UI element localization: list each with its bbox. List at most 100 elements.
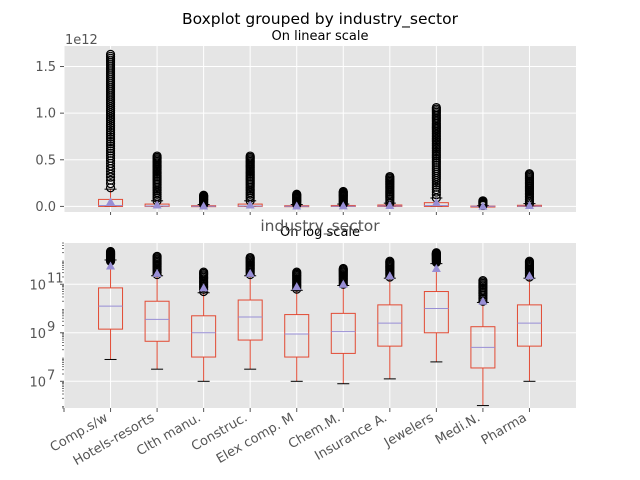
log-box <box>237 299 263 341</box>
log-box-group <box>98 246 124 360</box>
log-outlier <box>338 263 348 274</box>
linear-mean-marker <box>478 201 488 210</box>
log-gridlines <box>63 243 576 408</box>
linear-box-group <box>98 49 124 207</box>
linear-outlier <box>338 186 348 197</box>
log-y-tick-exponent: 11 <box>47 271 64 286</box>
log-mean-marker <box>245 268 255 277</box>
log-outlier <box>431 248 441 258</box>
log-outlier <box>478 276 488 286</box>
linear-mean-marker <box>524 200 534 209</box>
linear-outlier <box>105 134 116 144</box>
log-mean-marker <box>292 282 302 291</box>
log-box <box>98 287 124 330</box>
log-box-group <box>470 276 496 407</box>
log-box <box>377 304 403 347</box>
linear-outlier <box>105 49 116 59</box>
log-y-tick-exponent: 7 <box>47 368 55 383</box>
log-subplot-title: On log scale <box>280 225 360 240</box>
linear-y-tick-label: 1.0 <box>35 107 56 122</box>
log-plot-area <box>64 243 576 408</box>
linear-outlier <box>105 151 116 161</box>
log-mean-marker <box>152 268 162 277</box>
log-box-group <box>144 251 170 370</box>
log-mean-marker <box>199 283 209 292</box>
linear-mean-marker <box>199 201 209 210</box>
linear-outlier <box>245 151 255 161</box>
linear-box-group <box>330 186 356 210</box>
linear-outlier <box>105 139 116 149</box>
linear-box-group <box>144 151 170 209</box>
log-box <box>423 291 449 334</box>
y-multiplier-label: 1e12 <box>65 33 98 48</box>
linear-outlier <box>105 146 116 156</box>
category-label: Pharma <box>479 410 530 448</box>
linear-y-ticks: 0.0 0.5 1.0 1.5 <box>35 60 64 215</box>
linear-boxes <box>98 49 542 211</box>
log-y-tick-label: 10 <box>29 375 46 390</box>
linear-outlier <box>385 171 395 182</box>
linear-box-group <box>191 190 217 210</box>
log-box-group <box>423 248 449 363</box>
log-boxes <box>98 246 542 407</box>
log-box-group <box>516 256 542 382</box>
log-box-group <box>191 267 217 382</box>
linear-outlier <box>105 148 116 158</box>
linear-outlier <box>105 143 116 154</box>
linear-y-tick-label: 0.5 <box>35 153 56 168</box>
linear-outlier <box>431 102 441 113</box>
linear-outlier <box>199 190 209 200</box>
log-outlier <box>245 252 255 263</box>
log-box-group <box>284 267 310 382</box>
linear-outlier <box>431 184 441 195</box>
linear-mean-marker <box>385 200 395 209</box>
linear-outlier <box>105 175 116 185</box>
log-y-tick-exponent: 9 <box>47 320 55 335</box>
linear-box-group <box>284 189 310 210</box>
log-mean-marker <box>478 296 488 305</box>
linear-outlier <box>524 169 535 179</box>
linear-box-group <box>470 196 496 211</box>
log-outlier <box>385 256 395 266</box>
log-box-group <box>330 263 356 385</box>
log-box <box>516 304 542 347</box>
linear-mean-marker <box>106 197 116 206</box>
linear-outlier <box>431 187 441 197</box>
x-axis-label: industry_sector <box>260 217 380 236</box>
linear-outlier <box>105 141 116 151</box>
log-box <box>191 315 217 358</box>
log-box-group <box>237 252 263 370</box>
linear-mean-marker <box>245 200 255 209</box>
log-mean-marker <box>431 263 441 272</box>
linear-box-group <box>516 169 542 209</box>
linear-outlier <box>105 178 116 189</box>
log-outlier <box>524 256 535 266</box>
category-label: Medi.N. <box>433 410 483 448</box>
figure-title: Boxplot grouped by industry_sector <box>182 10 459 29</box>
log-outlier <box>199 267 209 277</box>
log-y-tick-label: 10 <box>29 278 46 293</box>
linear-outlier <box>105 153 116 163</box>
linear-mean-marker <box>431 198 441 207</box>
log-box-group <box>377 256 403 380</box>
log-outlier <box>292 267 302 277</box>
linear-outlier <box>105 136 116 147</box>
log-mean-marker <box>338 279 348 288</box>
linear-y-tick-label: 1.5 <box>35 60 56 75</box>
log-box <box>144 300 170 342</box>
linear-box-group <box>237 151 263 209</box>
linear-scale-axes: 0.0 0.5 1.0 1.5 1e12 On linear scale <box>35 29 576 215</box>
linear-y-tick-label: 0.0 <box>35 200 56 215</box>
log-box <box>284 314 310 358</box>
log-mean-marker <box>106 261 116 270</box>
linear-box-group <box>423 102 449 207</box>
linear-mean-marker <box>292 201 302 210</box>
log-mean-marker <box>524 271 534 280</box>
linear-subplot-title: On linear scale <box>271 29 368 44</box>
log-mean-marker <box>385 271 395 280</box>
linear-mean-marker <box>152 200 162 209</box>
